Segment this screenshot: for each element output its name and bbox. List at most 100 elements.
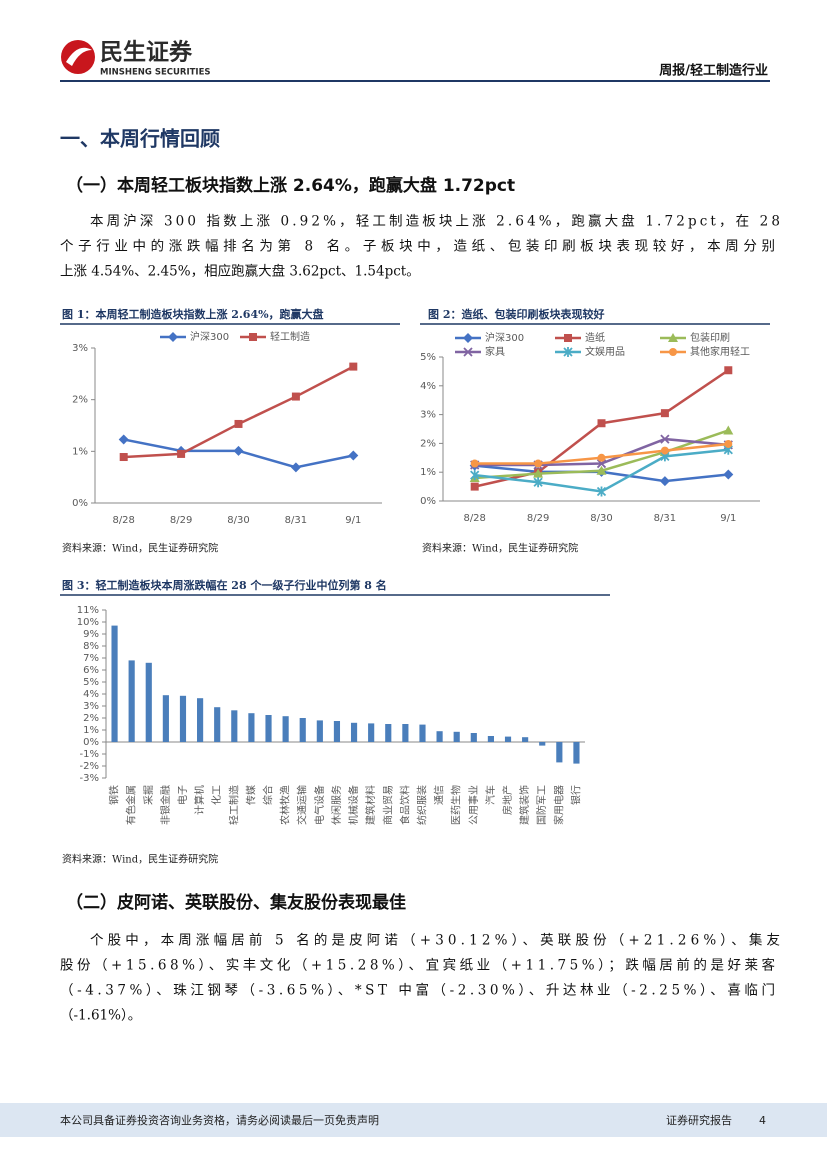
marker xyxy=(533,468,544,478)
bar xyxy=(145,662,152,742)
bar xyxy=(231,710,238,742)
marker-shape xyxy=(723,469,734,480)
y-tick-label: -2% xyxy=(80,761,99,772)
marker-shape xyxy=(290,462,301,473)
x-tick-label: 8/28 xyxy=(112,515,134,526)
y-tick-label: 0% xyxy=(72,498,88,509)
bar xyxy=(265,715,272,742)
legend-label: 轻工制造 xyxy=(270,330,310,343)
footer-band xyxy=(0,1103,827,1137)
x-tick-label: 8/30 xyxy=(227,515,249,526)
x-tick-label: 食品饮料 xyxy=(398,785,411,825)
paragraph-line: （-1.61%）。 xyxy=(60,1008,141,1024)
report-type: 周报/轻工制造行业 xyxy=(659,63,768,79)
marker-shape xyxy=(669,348,677,356)
marker xyxy=(723,469,734,480)
x-tick-label: 电气设备 xyxy=(313,785,326,825)
y-tick-label: 0% xyxy=(83,737,99,748)
marker xyxy=(669,348,677,356)
logo xyxy=(61,40,95,74)
legend-label: 造纸 xyxy=(585,331,605,344)
marker xyxy=(659,476,670,487)
x-tick-label: 房地产 xyxy=(501,785,514,815)
marker xyxy=(177,449,186,458)
figure-source: 资料来源：Wind，民生证券研究院 xyxy=(62,853,218,866)
bar xyxy=(128,660,135,742)
y-tick-label: 5% xyxy=(420,352,436,363)
marker xyxy=(534,459,543,468)
marker-shape xyxy=(234,419,243,428)
marker xyxy=(596,458,607,469)
bar xyxy=(316,720,323,742)
marker-shape xyxy=(463,333,473,343)
marker-shape xyxy=(723,425,734,435)
y-tick-label: 2% xyxy=(83,713,99,724)
marker-shape xyxy=(597,453,606,462)
figure-source: 资料来源：Wind，民生证券研究院 xyxy=(422,542,578,555)
marker xyxy=(668,333,678,342)
x-tick-label: 公用事业 xyxy=(467,785,480,825)
x-tick-label: 家用电器 xyxy=(552,785,565,825)
y-tick-label: 2% xyxy=(72,395,88,406)
legend-label: 文娱用品 xyxy=(585,345,625,358)
bar xyxy=(436,731,443,742)
marker xyxy=(234,419,243,428)
section-title: 一、本周行情回顾 xyxy=(60,127,220,151)
marker xyxy=(660,434,670,444)
y-tick-label: 1% xyxy=(72,446,88,457)
x-tick-label: 交通运输 xyxy=(296,785,309,825)
marker xyxy=(660,409,669,418)
marker-shape xyxy=(724,366,733,375)
paragraph-line: （-4.37%）、珠江钢琴（-3.65%）、*ST 中富（-2.30%）、升达林… xyxy=(60,982,775,999)
marker xyxy=(596,465,607,475)
bar xyxy=(556,742,563,763)
marker xyxy=(463,333,473,343)
logo-swoosh xyxy=(66,47,92,66)
marker-shape xyxy=(660,409,669,418)
x-tick-label: 医药生物 xyxy=(450,785,463,825)
x-tick-label: 银行 xyxy=(569,785,582,805)
x-tick-label: 计算机 xyxy=(193,785,206,815)
bar xyxy=(282,716,289,742)
x-tick-label: 8/30 xyxy=(590,513,612,524)
marker xyxy=(291,392,300,401)
marker-shape xyxy=(724,439,733,448)
bar xyxy=(368,723,375,742)
marker xyxy=(168,332,178,342)
marker xyxy=(597,453,606,462)
bar xyxy=(539,742,546,746)
paragraph-line: 本周沪深 300 指数上涨 0.92%，轻工制造板块上涨 2.64%，跑赢大盘 … xyxy=(90,213,780,230)
marker-shape xyxy=(119,453,128,462)
x-tick-label: 轻工制造 xyxy=(227,785,240,825)
marker-shape xyxy=(349,362,358,371)
disclaimer: 本公司具备证券投资咨询业务资格，请务必阅读最后一页免责声明 xyxy=(60,1113,379,1127)
bar xyxy=(487,736,494,742)
brand: 民生证券 xyxy=(100,39,193,66)
paragraph-line: 个子行业中的涨跌幅排名为第 8 名。子板块中，造纸、包装印刷板块表现较好，本周分… xyxy=(60,238,775,255)
bar xyxy=(350,722,358,742)
bar xyxy=(111,625,118,742)
y-tick-label: -3% xyxy=(80,773,99,784)
figure-caption: 图 1：本周轻工制造板块指数上涨 2.64%，跑赢大盘 xyxy=(62,307,324,321)
subsection-title: （一）本周轻工板块指数上涨 2.64%，跑赢大盘 1.72pct xyxy=(66,175,515,196)
marker-shape xyxy=(596,458,607,469)
marker xyxy=(596,486,607,497)
bar xyxy=(214,707,221,742)
marker xyxy=(463,347,473,357)
marker xyxy=(470,470,480,481)
y-tick-label: 5% xyxy=(83,677,99,688)
x-tick-label: 通信 xyxy=(434,785,446,805)
marker-shape xyxy=(596,465,607,475)
x-tick-label: 9/1 xyxy=(720,513,736,524)
bar xyxy=(573,742,580,764)
x-tick-label: 电子 xyxy=(176,785,189,805)
bar xyxy=(453,731,460,742)
y-tick-label: 1% xyxy=(420,467,436,478)
bar xyxy=(402,724,409,742)
marker xyxy=(564,334,572,342)
x-tick-label: 建筑材料 xyxy=(364,785,377,825)
marker xyxy=(470,459,479,468)
legend-label: 沪深300 xyxy=(485,331,524,344)
